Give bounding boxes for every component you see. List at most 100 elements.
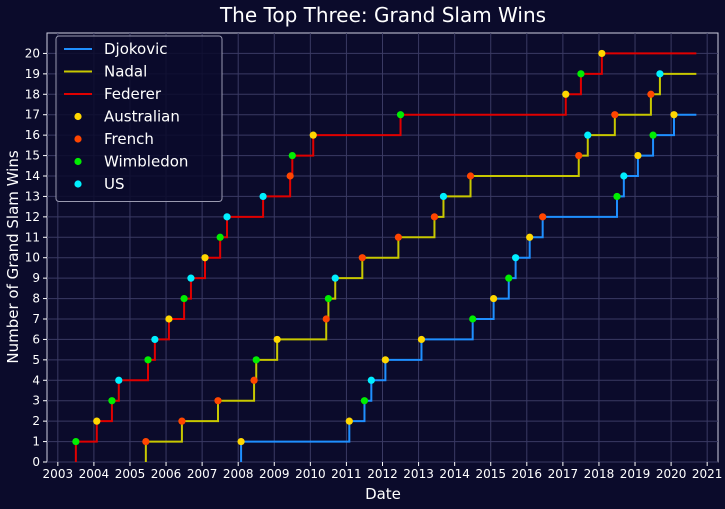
win-marker-us: [223, 213, 231, 221]
series-nadal: [142, 70, 697, 462]
y-tick-label: 6: [32, 332, 40, 346]
win-marker-us: [512, 254, 520, 262]
x-tick-label: 2007: [187, 467, 218, 481]
y-tick-label: 3: [32, 394, 40, 408]
y-tick-label: 11: [25, 230, 40, 244]
legend-label: Djokovic: [104, 40, 168, 58]
win-marker-australian: [670, 111, 678, 119]
win-marker-wimbledon: [72, 437, 80, 446]
win-marker-french: [575, 151, 583, 160]
x-tick-label: 2019: [620, 467, 651, 481]
win-marker-us: [187, 274, 195, 282]
y-tick-label: 16: [25, 128, 40, 142]
x-tick-label: 2011: [331, 467, 362, 481]
win-marker-us: [439, 192, 448, 201]
win-marker-australian: [309, 131, 317, 139]
win-marker-us: [367, 376, 375, 384]
axis-ticks: 2003 2004 2005 2006 2007 2008 2009 2010 2011 2012…: [25, 46, 723, 481]
win-marker-wimbledon: [577, 70, 585, 78]
win-marker-french: [539, 213, 547, 221]
legend-label: Australian: [104, 108, 180, 126]
win-marker-wimbledon: [144, 356, 152, 364]
win-marker-wimbledon: [613, 192, 621, 201]
win-marker-australian: [598, 49, 606, 58]
y-tick-label: 0: [32, 455, 40, 469]
x-tick-label: 2005: [115, 467, 146, 481]
win-marker-wimbledon: [649, 131, 657, 139]
win-marker-us: [331, 274, 339, 282]
win-marker-australian: [526, 233, 534, 241]
y-tick-label: 9: [32, 271, 40, 285]
series-djokovic: [237, 111, 697, 462]
legend-box: [55, 35, 223, 202]
y-tick-label: 5: [32, 353, 40, 367]
y-tick-label: 4: [32, 373, 40, 387]
win-marker-french: [322, 315, 330, 323]
win-marker-french: [286, 172, 294, 180]
x-tick-label: 2016: [512, 467, 543, 481]
x-tick-label: 2004: [79, 467, 110, 481]
win-marker-wimbledon: [469, 315, 477, 323]
win-marker-australian: [381, 356, 389, 364]
win-marker-french: [250, 376, 258, 384]
win-marker-australian: [490, 294, 498, 303]
win-marker-wimbledon: [180, 294, 188, 303]
win-marker-french: [466, 172, 475, 180]
win-marker-wimbledon: [108, 397, 116, 405]
legend-label: French: [104, 130, 154, 148]
x-tick-label: 2006: [151, 467, 182, 481]
legend-label: Federer: [104, 85, 162, 103]
x-tick-label: 2012: [367, 467, 398, 481]
x-tick-label: 2008: [223, 467, 254, 481]
win-marker-us: [620, 172, 628, 180]
y-tick-label: 19: [25, 67, 40, 81]
series-federer: [72, 49, 697, 462]
y-tick-label: 7: [32, 312, 40, 326]
x-tick-label: 2003: [43, 467, 74, 481]
win-marker-french: [142, 437, 150, 446]
y-tick-label: 20: [25, 46, 40, 60]
win-marker-french: [430, 213, 439, 221]
federer-line: [74, 52, 697, 462]
win-marker-australian: [201, 254, 209, 262]
win-marker-wimbledon: [324, 294, 332, 303]
win-marker-australian: [165, 315, 173, 323]
win-marker-australian: [562, 90, 570, 98]
x-axis-label: Date: [365, 485, 401, 503]
x-tick-label: 2021: [692, 467, 723, 481]
legend-swatch-wimbledon: [74, 157, 82, 166]
legend-swatch-australian: [74, 112, 82, 121]
x-tick-label: 2017: [548, 467, 579, 481]
win-marker-australian: [273, 335, 281, 344]
win-marker-wimbledon: [505, 274, 513, 282]
y-tick-label: 15: [25, 149, 40, 163]
y-tick-label: 17: [25, 108, 40, 122]
y-tick-label: 1: [32, 435, 40, 449]
legend-label: US: [104, 175, 125, 193]
win-marker-french: [611, 111, 619, 119]
win-marker-australian: [93, 417, 101, 425]
y-tick-label: 18: [25, 87, 40, 101]
win-marker-wimbledon: [288, 151, 296, 160]
win-marker-wimbledon: [252, 356, 260, 364]
win-marker-french: [358, 254, 366, 262]
win-marker-australian: [417, 335, 426, 344]
win-marker-australian: [237, 437, 245, 446]
win-marker-french: [394, 233, 402, 241]
y-axis-label: Number of Grand Slam Wins: [4, 150, 22, 363]
x-tick-label: 2015: [475, 467, 506, 481]
win-marker-french: [647, 90, 655, 98]
chart-title: The Top Three: Grand Slam Wins: [219, 3, 546, 27]
legend-label: Wimbledon: [104, 153, 188, 171]
win-marker-us: [584, 131, 592, 139]
win-marker-french: [178, 417, 186, 425]
win-marker-us: [151, 335, 159, 344]
x-tick-label: 2013: [403, 467, 434, 481]
win-marker-french: [214, 397, 222, 405]
y-tick-label: 8: [32, 292, 40, 306]
win-marker-us: [259, 192, 267, 201]
win-marker-australian: [634, 151, 642, 160]
x-tick-label: 2014: [439, 467, 470, 481]
